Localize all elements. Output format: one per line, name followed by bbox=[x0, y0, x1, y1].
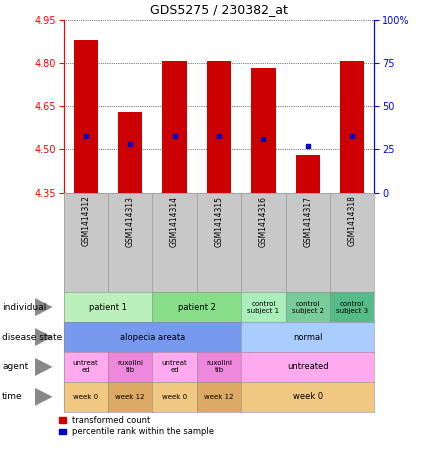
Text: patient 2: patient 2 bbox=[178, 303, 216, 312]
Text: disease state: disease state bbox=[2, 333, 63, 342]
Text: week 0: week 0 bbox=[73, 394, 98, 400]
Text: control
subject 2: control subject 2 bbox=[292, 301, 324, 313]
Text: GSM1414317: GSM1414317 bbox=[304, 196, 312, 246]
Text: individual: individual bbox=[2, 303, 46, 312]
Legend: transformed count, percentile rank within the sample: transformed count, percentile rank withi… bbox=[59, 416, 214, 436]
Bar bbox=[340, 61, 364, 193]
Text: agent: agent bbox=[2, 362, 28, 371]
Text: GSM1414314: GSM1414314 bbox=[170, 196, 179, 246]
Polygon shape bbox=[35, 298, 53, 316]
Text: GSM1414315: GSM1414315 bbox=[215, 196, 223, 246]
Polygon shape bbox=[35, 328, 53, 346]
Title: GDS5275 / 230382_at: GDS5275 / 230382_at bbox=[150, 4, 288, 16]
Text: week 0: week 0 bbox=[162, 394, 187, 400]
Text: control
subject 3: control subject 3 bbox=[336, 301, 368, 313]
Text: alopecia areata: alopecia areata bbox=[120, 333, 185, 342]
Text: untreat
ed: untreat ed bbox=[162, 361, 187, 373]
Text: GSM1414316: GSM1414316 bbox=[259, 196, 268, 246]
Text: GSM1414312: GSM1414312 bbox=[81, 196, 90, 246]
Text: normal: normal bbox=[293, 333, 323, 342]
Text: untreated: untreated bbox=[287, 362, 328, 371]
Text: control
subject 1: control subject 1 bbox=[247, 301, 279, 313]
Bar bbox=[118, 112, 142, 193]
Text: patient 1: patient 1 bbox=[89, 303, 127, 312]
Text: ruxolini
tib: ruxolini tib bbox=[206, 361, 232, 373]
Text: ruxolini
tib: ruxolini tib bbox=[117, 361, 143, 373]
Bar bbox=[162, 61, 187, 193]
Polygon shape bbox=[35, 358, 53, 376]
Text: week 12: week 12 bbox=[115, 394, 145, 400]
Text: untreat
ed: untreat ed bbox=[73, 361, 99, 373]
Text: week 0: week 0 bbox=[293, 392, 323, 401]
Text: GSM1414318: GSM1414318 bbox=[348, 196, 357, 246]
Bar bbox=[207, 61, 231, 193]
Text: GSM1414313: GSM1414313 bbox=[126, 196, 134, 246]
Text: time: time bbox=[2, 392, 23, 401]
Bar bbox=[74, 40, 98, 193]
Bar bbox=[251, 68, 276, 193]
Text: week 12: week 12 bbox=[204, 394, 234, 400]
Polygon shape bbox=[35, 388, 53, 406]
Bar bbox=[296, 155, 320, 193]
